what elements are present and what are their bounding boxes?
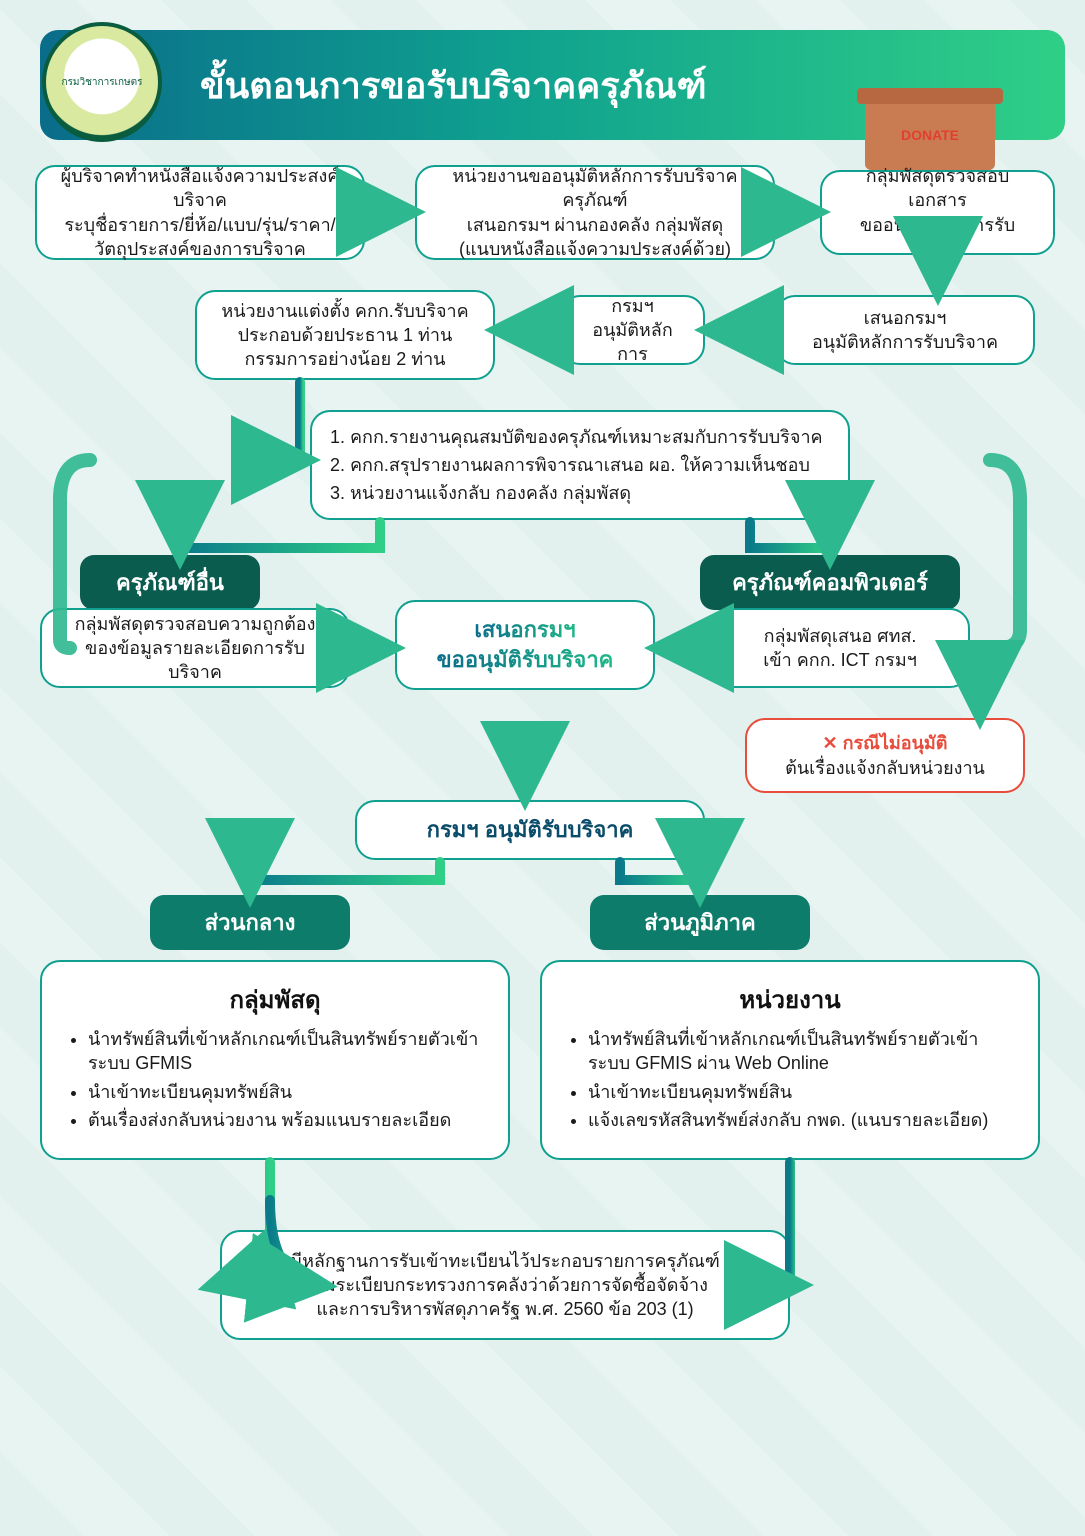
node-registration-evidence: มีหลักฐานการรับเข้าทะเบียนไว้ประกอบรายกา… [220, 1230, 790, 1340]
node-agency-request: หน่วยงานขออนุมัติหลักการรับบริจาคครุภัณฑ… [415, 165, 775, 260]
node-supply-check-docs: กลุ่มพัสดุตรวจสอบเอกสาร ขออนุมัติหลักการ… [820, 170, 1055, 255]
node-propose-dept-approve-principle: เสนอกรมฯ อนุมัติหลักการรับบริจาค [775, 295, 1035, 365]
reject-x-icon: ✕ กรณีไม่อนุมัติ [823, 733, 948, 753]
node-supply-verify-details: กลุ่มพัสดุตรวจสอบความถูกต้อง ของข้อมูลรา… [40, 608, 350, 688]
panel-central-list: นำทรัพย์สินที่เข้าหลักเกณฑ์เป็นสินทรัพย์… [66, 1027, 484, 1132]
panel-regional-list: นำทรัพย์สินที่เข้าหลักเกณฑ์เป็นสินทรัพย์… [566, 1027, 1014, 1132]
donate-illustration: DONATE [825, 50, 1035, 170]
panel-central-supply: กลุ่มพัสดุ นำทรัพย์สินที่เข้าหลักเกณฑ์เป… [40, 960, 510, 1160]
tab-central: ส่วนกลาง [150, 895, 350, 950]
page-title: ขั้นตอนการขอรับบริจาคครุภัณฑ์ [200, 57, 707, 114]
department-logo: กรมวิชาการเกษตร [42, 22, 162, 142]
node-committee-steps: 1. คกก.รายงานคุณสมบัติของครุภัณฑ์เหมาะสม… [310, 410, 850, 520]
node-reject-case: ✕ กรณีไม่อนุมัติ ต้นเรื่องแจ้งกลับหน่วยง… [745, 718, 1025, 793]
tab-computer-equipment: ครุภัณฑ์คอมพิวเตอร์ [700, 555, 960, 610]
panel-regional-agency: หน่วยงาน นำทรัพย์สินที่เข้าหลักเกณฑ์เป็น… [540, 960, 1040, 1160]
node-propose-dept-approve-donation: เสนอกรมฯ ขออนุมัติรับบริจาค [395, 600, 655, 690]
node-supply-to-ict: กลุ่มพัสดุเสนอ ศทส. เข้า คกก. ICT กรมฯ [710, 608, 970, 688]
tab-regional: ส่วนภูมิภาค [590, 895, 810, 950]
donate-box-icon: DONATE [865, 100, 995, 170]
header-banner: ขั้นตอนการขอรับบริจาคครุภัณฑ์ DONATE [40, 30, 1065, 140]
node-dept-approves-principle: กรมฯ อนุมัติหลักการ [560, 295, 705, 365]
node-donor-letter: ผู้บริจาคทำหนังสือแจ้งความประสงค์บริจาค … [35, 165, 365, 260]
node-appoint-committee: หน่วยงานแต่งตั้ง คกก.รับบริจาค ประกอบด้ว… [195, 290, 495, 380]
tab-other-equipment: ครุภัณฑ์อื่น [80, 555, 260, 610]
node-dept-approves-donation: กรมฯ อนุมัติรับบริจาค [355, 800, 705, 860]
